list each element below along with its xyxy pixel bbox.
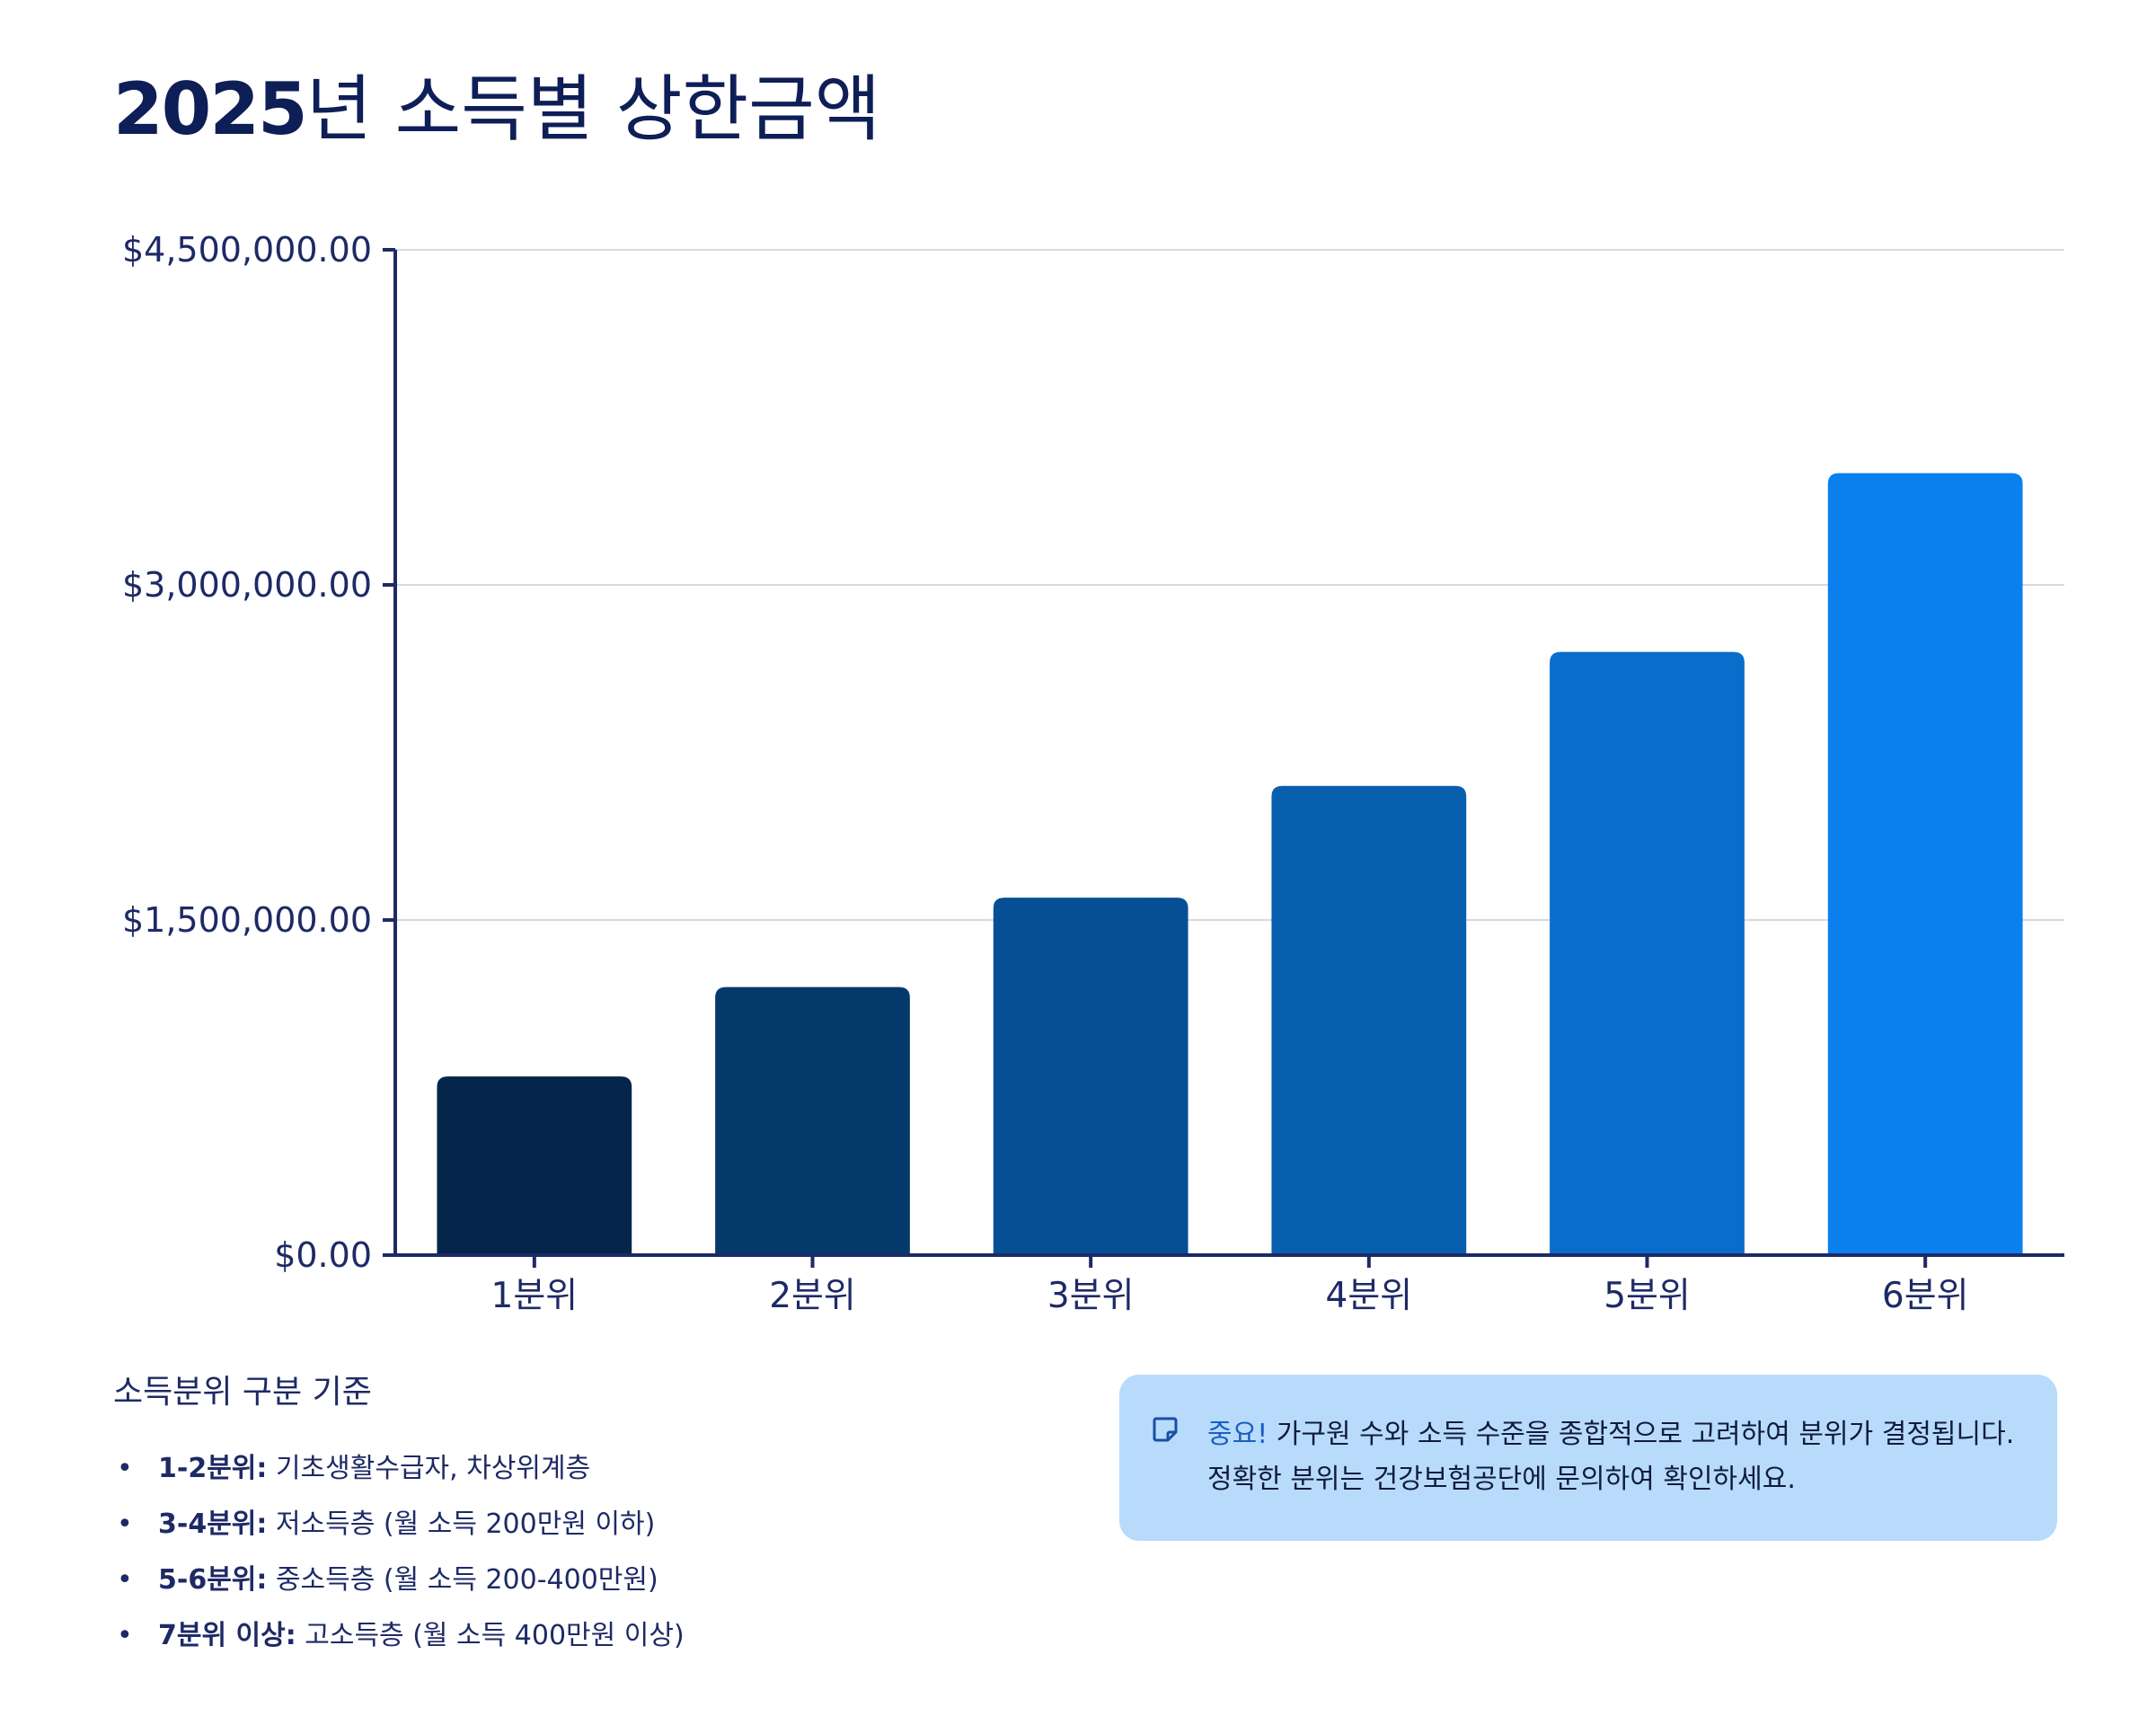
x-tick-label: 3분위: [1047, 1276, 1135, 1316]
x-tick-label: 5분위: [1604, 1276, 1691, 1316]
page-title-year: 2025: [113, 67, 308, 151]
bar: [715, 986, 910, 1255]
notice-box: 중요! 가구원 수와 소득 수준을 종합적으로 고려하여 분위가 결정됩니다. …: [1119, 1375, 2057, 1541]
chart-bars: [437, 473, 2023, 1255]
criteria-desc: 기초생활수급자, 차상위계층: [267, 1453, 591, 1484]
criteria-term: 7분위 이상:: [158, 1620, 296, 1651]
page-title-text: 년 소득별 상한금액: [305, 67, 881, 151]
chart-gridlines: [395, 249, 2064, 921]
y-tick-label: $3,000,000.00: [122, 565, 372, 605]
criteria-desc: 고소득층 (월 소득 400만원 이상): [296, 1620, 685, 1651]
x-tick-label: 1분위: [491, 1276, 579, 1316]
x-tick-label: 4분위: [1326, 1276, 1413, 1316]
chart-labels: $0.00 $1,500,000.00 $3,000,000.00 $4,500,00…: [122, 230, 1968, 1316]
notice-body: 가구원 수와 소득 수준을 종합적으로 고려하여 분위가 결정됩니다. 정확한 …: [1207, 1419, 2015, 1495]
notice-label: 중요!: [1207, 1419, 1268, 1450]
criteria-desc: 저소득층 (월 소득 200만원 이하): [267, 1508, 656, 1540]
bullet-icon: •: [117, 1508, 133, 1540]
notice-text: 중요! 가구원 수와 소득 수준을 종합적으로 고려하여 분위가 결정됩니다. …: [1207, 1412, 2021, 1502]
criteria-item: • 3-4분위: 저소득층 (월 소득 200만원 이하): [113, 1497, 1047, 1553]
y-tick-label: $4,500,000.00: [122, 230, 372, 270]
criteria-item: • 5-6분위: 중소득층 (월 소득 200-400만원): [113, 1553, 1047, 1608]
x-tick-label: 6분위: [1882, 1276, 1969, 1316]
bullet-icon: •: [117, 1453, 133, 1484]
criteria-term: 3-4분위:: [158, 1508, 268, 1540]
criteria-desc: 중소득층 (월 소득 200-400만원): [267, 1564, 658, 1596]
criteria-section: 소득분위 구분 기준 • 1-2분위: 기초생활수급자, 차상위계층 • 3-4분위…: [113, 1366, 1047, 1664]
criteria-item: • 7분위 이상: 고소득층 (월 소득 400만원 이상): [113, 1608, 1047, 1664]
sticky-note-icon: [1152, 1416, 1191, 1446]
chart-axes: [383, 248, 2064, 1268]
bar: [437, 1076, 632, 1255]
criteria-title: 소득분위 구분 기준: [113, 1374, 372, 1411]
criteria-term: 1-2분위:: [158, 1453, 268, 1484]
bullet-icon: •: [117, 1620, 133, 1651]
bar: [1550, 651, 1745, 1255]
criteria-item: • 1-2분위: 기초생활수급자, 차상위계층: [113, 1441, 1047, 1497]
page-title: 2025년 소득별 상한금액: [113, 70, 880, 149]
y-tick-label: $0.00: [274, 1235, 372, 1275]
bullet-icon: •: [117, 1564, 133, 1596]
bar-chart: $0.00 $1,500,000.00 $3,000,000.00 $4,500,00…: [122, 230, 2064, 1316]
y-tick-label: $1,500,000.00: [122, 900, 372, 940]
criteria-list: • 1-2분위: 기초생활수급자, 차상위계층 • 3-4분위: 저소득층 (월 소…: [113, 1441, 1047, 1664]
criteria-term: 5-6분위:: [158, 1564, 268, 1596]
bar: [1827, 473, 2023, 1255]
x-tick-label: 2분위: [769, 1276, 856, 1316]
bar: [993, 898, 1188, 1255]
bar: [1271, 785, 1467, 1255]
